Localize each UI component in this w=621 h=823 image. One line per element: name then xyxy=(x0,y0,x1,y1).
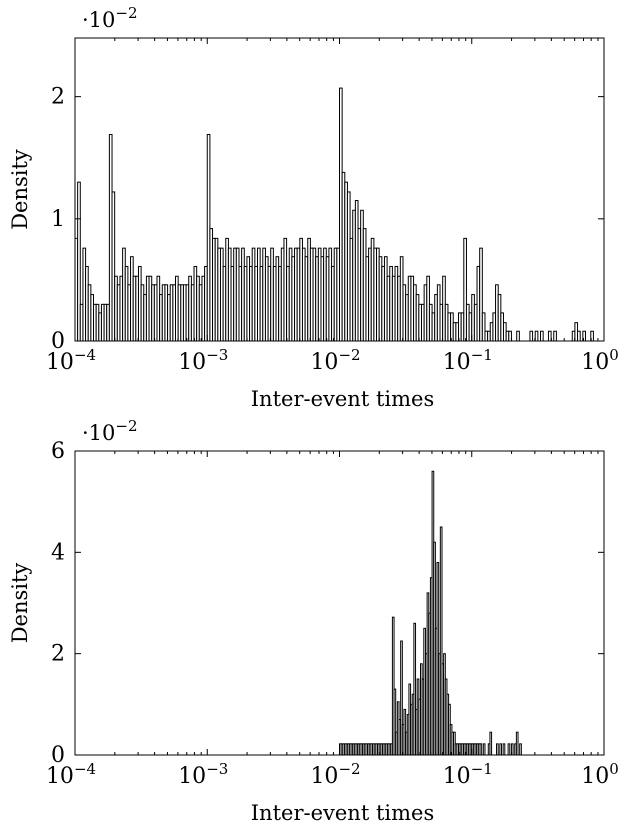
x-tick-label: 10−1 xyxy=(443,760,493,789)
plot-frame xyxy=(74,450,605,756)
chart-top: 10−4 10−3 10−2 10−1 100 0 1 2 ·10−2 Inter-event t… xyxy=(8,4,619,411)
histogram-bar xyxy=(502,743,506,756)
bars xyxy=(339,470,522,756)
histogram-bar xyxy=(529,330,534,342)
histogram-bar xyxy=(515,731,519,756)
histogram-bar xyxy=(482,743,486,756)
histogram-bar xyxy=(516,330,520,342)
x-axis-label: Inter-event times xyxy=(251,387,434,411)
x-tick-label: 10−3 xyxy=(178,346,228,375)
histogram-bar xyxy=(534,330,539,342)
x-axis: 10−4 10−3 10−2 10−1 100 xyxy=(46,38,619,375)
y-tick-label: 2 xyxy=(51,85,65,110)
y-axis-label: Density xyxy=(8,149,32,230)
histogram-bar xyxy=(507,743,511,756)
y-tick-label: 1 xyxy=(51,207,65,232)
x-tick-label: 10−4 xyxy=(46,346,96,375)
y-axis: 0 1 2 xyxy=(51,85,604,354)
histogram-bar xyxy=(499,743,503,756)
y-tick-label: 0 xyxy=(51,743,65,768)
x-tick-label: 10−2 xyxy=(310,760,360,789)
x-tick-label: 10−3 xyxy=(178,760,228,789)
x-axis-label: Inter-event times xyxy=(251,801,434,823)
y-tick-label: 0 xyxy=(51,329,65,354)
histogram-bar xyxy=(479,743,483,756)
histogram-bar xyxy=(496,743,499,756)
x-tick-label: 10−1 xyxy=(443,346,493,375)
x-tick-label: 100 xyxy=(581,760,619,789)
y-scale-factor: ·10−2 xyxy=(82,4,138,32)
y-axis-label: Density xyxy=(8,563,32,644)
y-scale-factor: ·10−2 xyxy=(82,417,138,445)
x-tick-label: 10−2 xyxy=(310,346,360,375)
y-tick-label: 2 xyxy=(51,642,65,667)
histogram-bar xyxy=(489,731,493,756)
histogram-bar xyxy=(547,330,552,342)
y-tick-label: 4 xyxy=(51,540,65,565)
chart-bottom: 10−4 10−3 10−2 10−1 100 0 2 4 6 ·10−2 Inter-event … xyxy=(8,417,619,823)
histogram-bar xyxy=(553,330,557,342)
bars xyxy=(74,87,594,342)
histogram-bar xyxy=(508,330,512,342)
histogram-bar xyxy=(540,330,544,342)
y-tick-label: 6 xyxy=(51,439,65,464)
histogram-bar xyxy=(577,330,581,342)
x-tick-label: 10−4 xyxy=(46,760,96,789)
histogram-bar xyxy=(519,743,522,756)
y-axis: 0 2 4 6 xyxy=(51,439,604,768)
x-tick-label: 100 xyxy=(581,346,619,375)
x-axis: 10−4 10−3 10−2 10−1 100 xyxy=(46,451,619,789)
